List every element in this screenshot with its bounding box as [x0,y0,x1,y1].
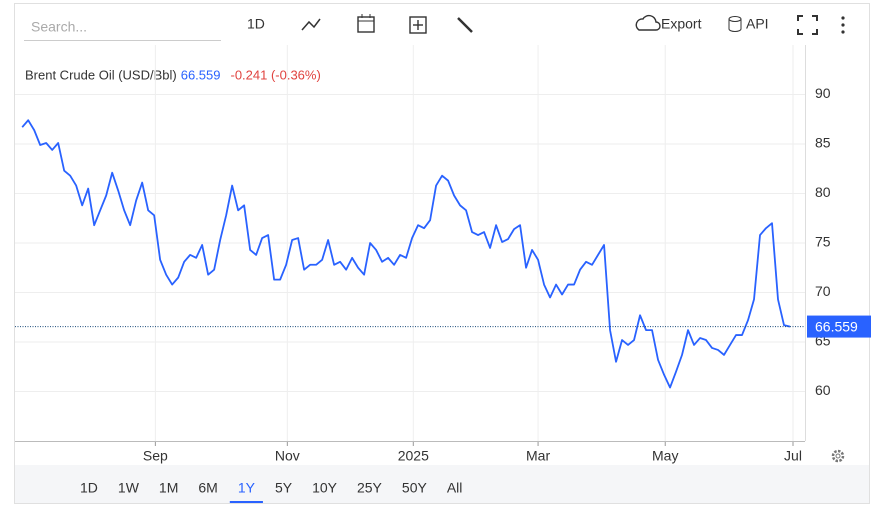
last-price-tag [807,315,871,338]
range-button[interactable]: 25Y [357,480,383,496]
range-button[interactable]: 6M [198,480,217,496]
settings-wrench-icon[interactable] [457,17,473,33]
range-button[interactable]: 5Y [275,480,293,496]
interval-button[interactable]: 1D [247,16,265,32]
y-tick-label: 85 [815,135,831,151]
x-tick-label: 2025 [398,448,429,464]
price-line [21,119,791,389]
x-tick-label: Sep [143,448,168,464]
range-button[interactable]: 1D [80,480,98,496]
last-price-label: 66.559 [815,318,858,334]
range-button[interactable]: 1W [118,480,140,496]
chart-title: Brent Crude Oil (USD/Bbl) [25,67,177,82]
y-tick-label: 75 [815,234,831,250]
chart-type-icon[interactable] [301,18,321,31]
fullscreen-icon[interactable] [797,15,818,35]
change: -0.241 (-0.36%) [230,67,320,82]
indicator-icon[interactable] [409,16,427,34]
range-bar [15,465,869,503]
calendar-icon[interactable] [357,14,375,33]
frame [14,3,870,504]
api-icon[interactable] [728,16,742,32]
y-tick-label: 60 [815,382,831,398]
export-button[interactable]: Export [661,16,702,32]
export-icon[interactable] [635,14,661,31]
y-tick-label: 70 [815,283,831,299]
gear-icon[interactable] [831,449,845,463]
x-tick-label: Jul [784,448,802,464]
range-button[interactable]: All [447,480,463,496]
range-button[interactable]: 1M [159,480,178,496]
menu-icon[interactable] [841,16,845,34]
header: Brent Crude Oil (USD/Bbl) [25,67,177,82]
x-tick-label: Mar [526,448,550,464]
search-input[interactable]: Search... [31,19,87,35]
x-tick-label: Nov [275,448,300,464]
api-button[interactable]: API [746,16,769,32]
y-tick-label: 80 [815,184,831,200]
last-value: 66.559 [181,67,221,82]
y-tick-label: 90 [815,85,831,101]
range-button[interactable]: 50Y [402,480,428,496]
range-button[interactable]: 10Y [312,480,338,496]
x-tick-label: May [652,448,678,464]
range-button[interactable]: 1Y [238,480,256,496]
